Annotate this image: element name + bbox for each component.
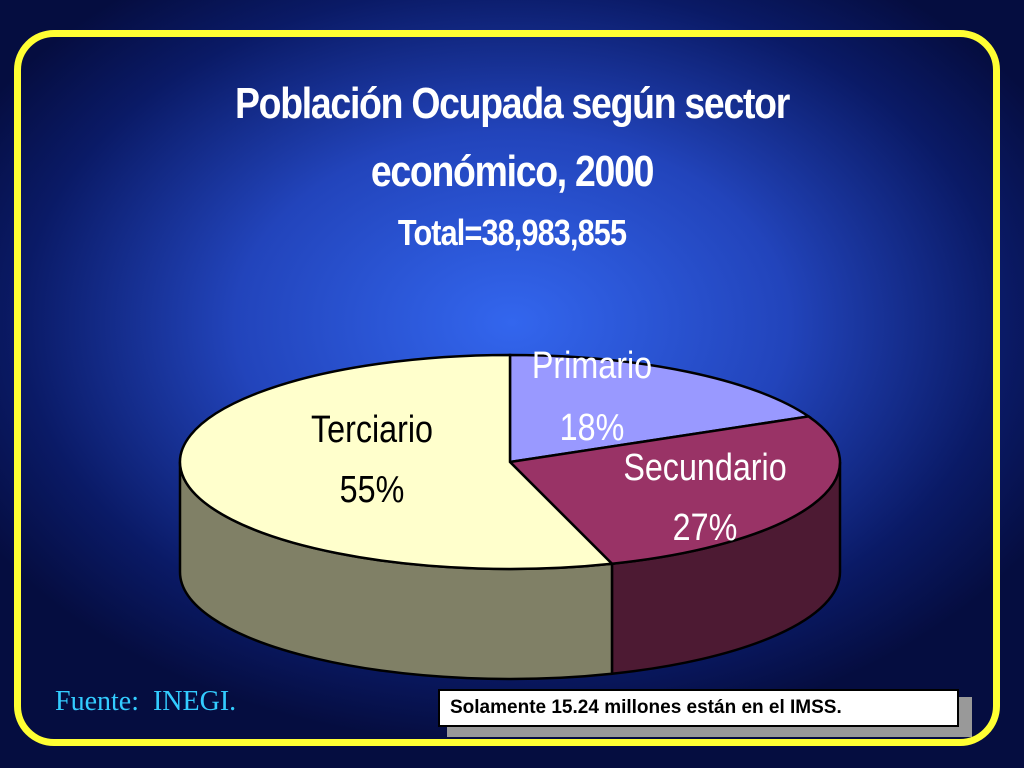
slide-frame xyxy=(14,30,1000,746)
slice xyxy=(178,353,615,571)
chart-subtitle: Total=38,983,855 xyxy=(397,212,627,253)
value-label: 55% xyxy=(340,469,405,511)
value-label: 18% xyxy=(560,407,625,449)
slice-label: Primario xyxy=(532,345,652,387)
chart-title: Población Ocupada según sector económico… xyxy=(234,79,790,196)
slice-label: Terciario xyxy=(311,409,433,451)
slice xyxy=(508,353,812,464)
value-label: 27% xyxy=(673,507,738,549)
note: Solamente 15.24 millones están en el IMS… xyxy=(438,689,959,727)
source: Fuente: INEGI. xyxy=(55,686,237,717)
slice-label: Secundario xyxy=(623,447,786,489)
slice xyxy=(507,415,842,566)
